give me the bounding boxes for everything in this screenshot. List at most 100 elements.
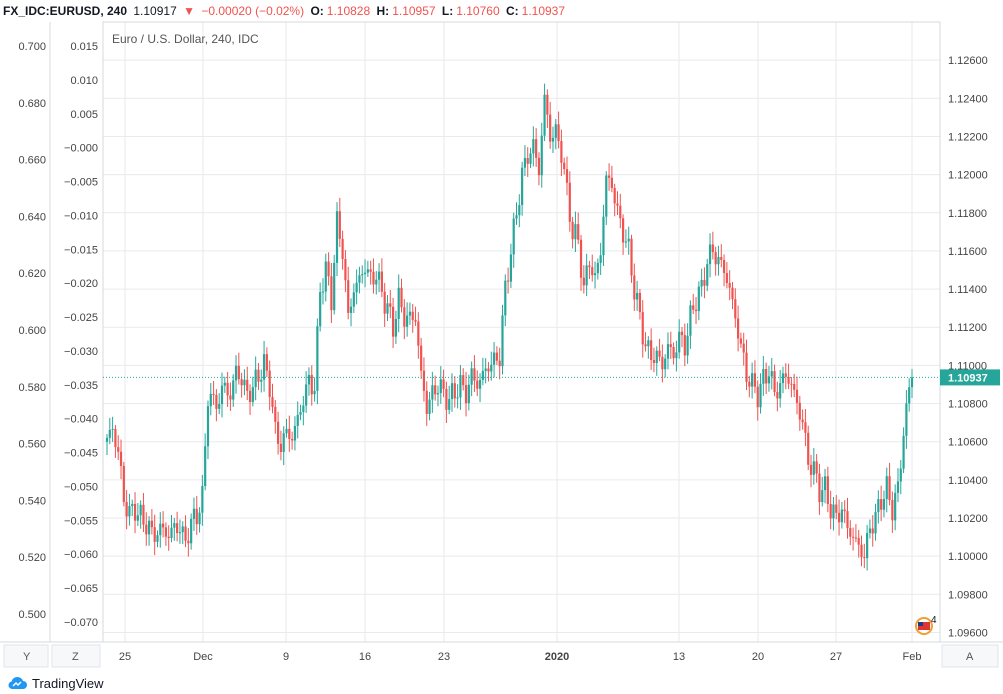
candle-body [201, 486, 204, 513]
candle-down [546, 89, 549, 128]
price-chart[interactable]: Euro / U.S. Dollar, 240, IDC 0.7000.6800… [0, 0, 1003, 672]
candle-up [821, 476, 824, 507]
left-axis-2-tick: −0.050 [64, 481, 98, 493]
candle-down [226, 372, 229, 407]
right-price-axis[interactable]: 1.12600 1.12400 1.12200 1.12000 1.11800 1.116… [948, 55, 988, 639]
candle-up [296, 401, 299, 439]
candle-body [765, 368, 768, 384]
candle-down [414, 306, 417, 326]
candle-body [787, 376, 790, 384]
candle-up [866, 524, 869, 571]
candle-down [571, 216, 574, 249]
candle-body [540, 135, 543, 176]
left-axis-1-tick: 0.680 [18, 98, 46, 110]
candle-body [554, 124, 557, 138]
economic-events[interactable]: 4 [915, 615, 937, 635]
left-axis-2-tick: 0.005 [70, 109, 98, 121]
svg-text:Z: Z [72, 651, 79, 663]
auto-scale-button[interactable]: A [941, 644, 999, 668]
candle-down [119, 439, 123, 480]
right-axis-tick: 1.12000 [948, 170, 988, 182]
candle-body [708, 244, 712, 265]
candle-body [305, 384, 308, 406]
candle-body [880, 499, 883, 510]
candle-body [894, 492, 897, 521]
candle-body [260, 379, 263, 382]
candle-up [243, 369, 246, 396]
candle-body [624, 241, 628, 243]
candle-body [386, 303, 389, 314]
candle-up [627, 226, 630, 255]
chart-title: Euro / U.S. Dollar, 240, IDC [112, 32, 259, 46]
left-axis-2-tick: −0.035 [64, 380, 98, 392]
candle-up [770, 358, 773, 390]
candle-up [313, 377, 316, 402]
candle-down [434, 375, 437, 401]
price-change: −0.00020 (−0.02%) [201, 4, 305, 18]
candle-up [436, 385, 440, 407]
left-axis-2[interactable]: 0.015 0.010 0.005 −0.000 −0.005 −0.010 −0.015 −… [64, 41, 98, 629]
candle-up [201, 475, 204, 526]
candle-down [736, 305, 740, 352]
candle-body [422, 370, 426, 391]
candle-down [167, 525, 170, 551]
candle-up [324, 253, 327, 302]
plot-area[interactable] [102, 21, 941, 643]
candle-up [448, 385, 451, 415]
candle-body [680, 331, 684, 336]
candle-up [490, 351, 493, 381]
candle-up [192, 497, 196, 531]
candle-body [131, 503, 134, 507]
candle-body [481, 370, 484, 380]
z-button[interactable]: Z [51, 644, 101, 668]
candle-down [888, 462, 891, 506]
candle-body [128, 506, 131, 517]
left-axis-2-tick: −0.045 [64, 448, 98, 460]
candle-down [145, 512, 148, 546]
candle-down [863, 543, 866, 569]
candle-down [826, 466, 829, 513]
candle-up [173, 518, 176, 541]
tradingview-logo[interactable]: TradingView [6, 676, 104, 691]
candle-up [518, 194, 521, 228]
candle-up [767, 365, 771, 392]
candle-up [689, 300, 692, 349]
candle-up [504, 274, 507, 327]
candle-body [571, 221, 574, 240]
candle-up [139, 500, 142, 529]
candle-body [417, 321, 420, 346]
left-axis-2-tick: −0.070 [64, 617, 98, 629]
candle-body [243, 379, 246, 386]
candle-body [251, 387, 254, 403]
candle-down [753, 360, 757, 394]
candle-body [288, 428, 291, 439]
candle-up [751, 362, 754, 399]
candle-up [910, 369, 914, 398]
candle-down [644, 332, 647, 352]
candle-up [254, 356, 257, 401]
candle-down [187, 528, 190, 557]
candle-up [293, 416, 297, 451]
right-axis-tick: 1.11200 [948, 322, 987, 334]
candle-body [335, 211, 339, 263]
left-axis-1-tick: 0.560 [18, 439, 46, 451]
candle-body [574, 224, 577, 240]
time-axis[interactable]: 25 Dec 9 16 23 2020 13 20 27 Feb [119, 651, 922, 663]
candle-body [535, 139, 538, 158]
candle-down [616, 191, 619, 215]
right-axis-tick: 1.10000 [948, 551, 988, 563]
candle-body [605, 175, 608, 217]
candle-up [585, 253, 588, 297]
candle-body [882, 499, 886, 510]
y-button[interactable]: Y [3, 644, 49, 668]
candle-down [703, 267, 706, 299]
candle-down [498, 347, 501, 380]
candle-up [397, 274, 400, 333]
symbol-name[interactable]: FX_IDC:EURUSD, 240 [3, 4, 128, 18]
candle-down [815, 454, 818, 483]
candle-up [333, 254, 336, 315]
candle-body [843, 509, 846, 512]
left-axis-1[interactable]: 0.700 0.680 0.660 0.640 0.620 0.600 0.580 0.560… [18, 41, 46, 621]
candle-down [237, 352, 240, 385]
candle-body [173, 523, 176, 528]
